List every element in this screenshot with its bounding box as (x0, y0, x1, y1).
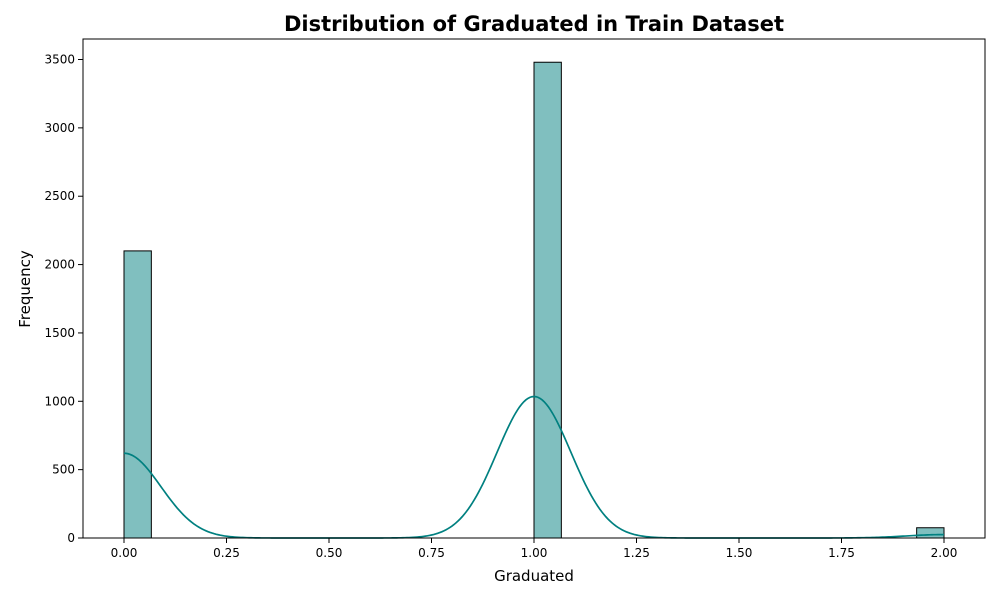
x-tick-label: 0.25 (213, 546, 240, 560)
y-tick-label: 1500 (44, 326, 75, 340)
y-tick-label: 1000 (44, 394, 75, 408)
x-tick-label: 1.00 (521, 546, 548, 560)
x-tick-label: 0.00 (111, 546, 138, 560)
x-tick-label: 1.25 (623, 546, 650, 560)
x-tick-label: 1.50 (726, 546, 753, 560)
x-tick-label: 2.00 (931, 546, 958, 560)
y-tick-label: 3500 (44, 53, 75, 67)
y-axis-label: Frequency (16, 250, 34, 328)
y-tick-label: 500 (52, 463, 75, 477)
y-tick-label: 3000 (44, 121, 75, 135)
histogram-bar (916, 527, 945, 539)
histogram-bar (123, 250, 152, 539)
y-axis-ticks: 0 500 1000 1500 2000 2500 3000 3500 (44, 53, 83, 545)
y-tick-label: 2500 (44, 189, 75, 203)
x-axis-label: Graduated (494, 567, 574, 585)
histogram-bar (533, 61, 562, 539)
chart-title: Distribution of Graduated in Train Datas… (284, 12, 784, 36)
x-axis-ticks: 0.00 0.25 0.50 0.75 1.00 1.25 1.50 1.75 2.00 (111, 538, 958, 560)
x-tick-label: 1.75 (828, 546, 855, 560)
y-tick-label: 0 (67, 531, 75, 545)
histogram-bars (123, 61, 945, 539)
x-tick-label: 0.50 (316, 546, 343, 560)
y-tick-label: 2000 (44, 258, 75, 272)
x-tick-label: 0.75 (418, 546, 445, 560)
